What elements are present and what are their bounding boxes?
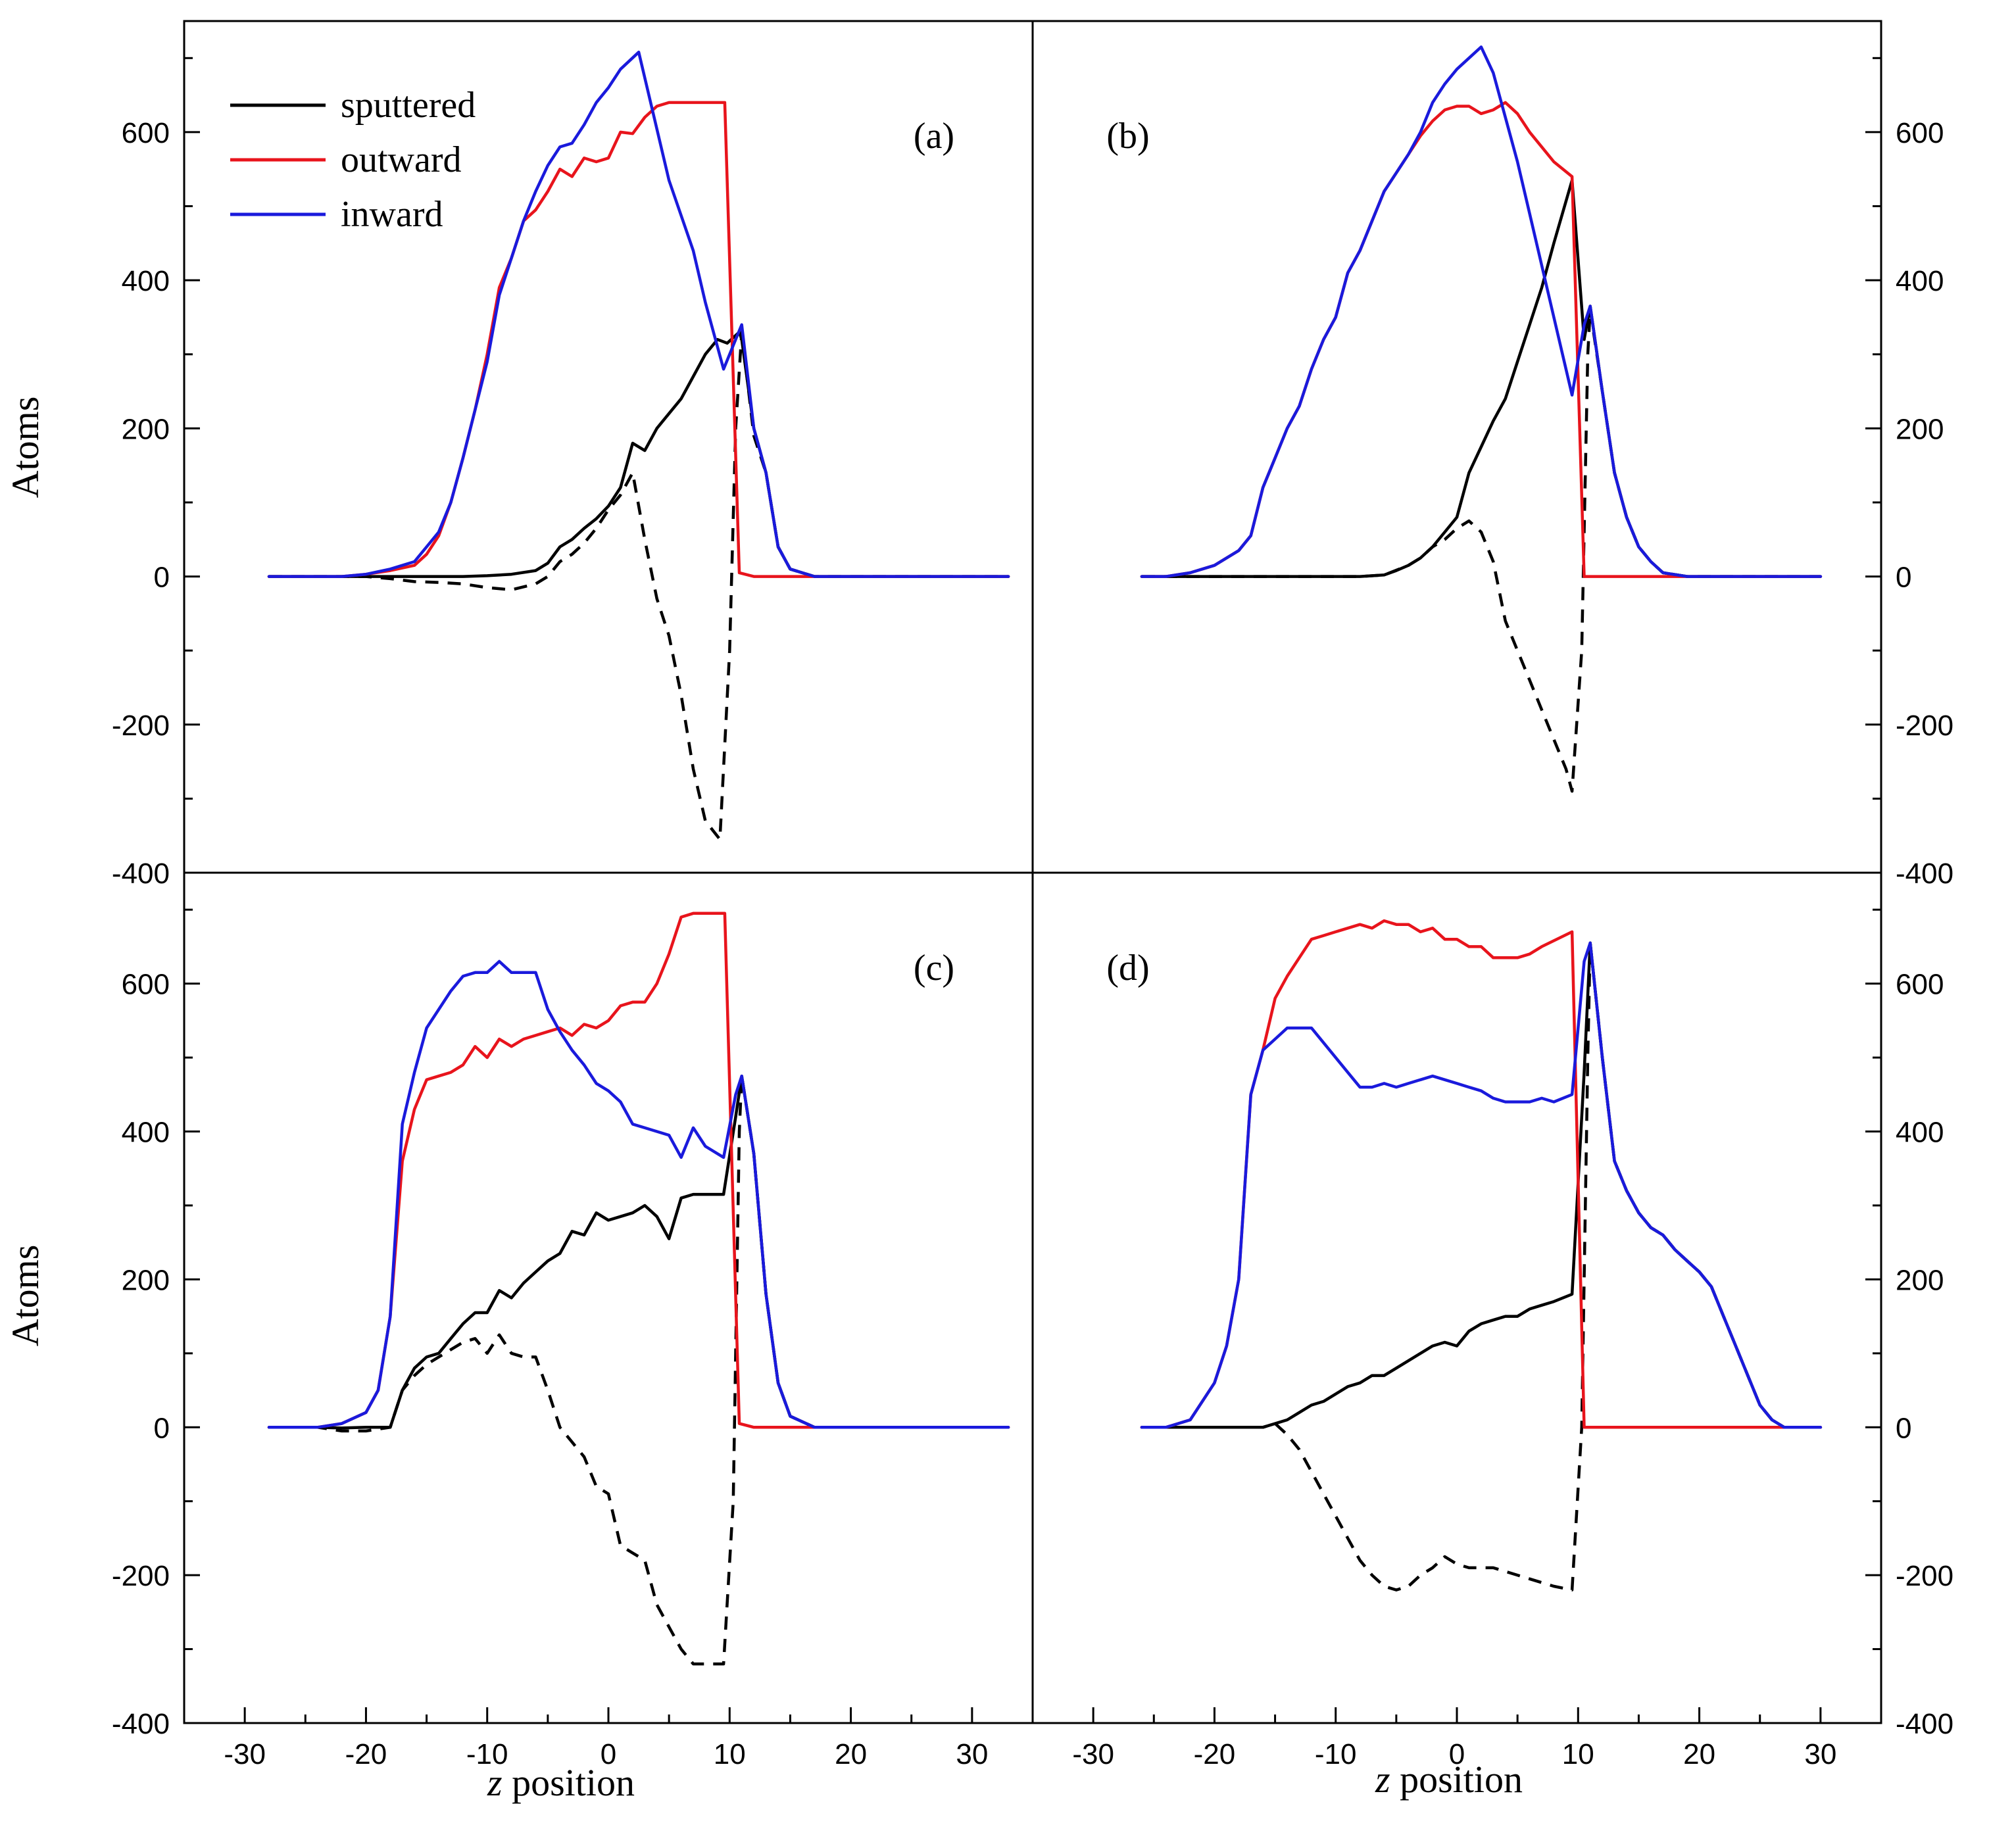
panel-label: (c) [914,948,954,988]
x-axis-title-rest: position [1390,1758,1523,1801]
series-line-inward [267,51,1010,578]
x-tick-label: -10 [466,1738,508,1770]
y-tick-label: 0 [154,562,170,594]
y-tick-label: 0 [1896,562,1911,594]
x-tick-label: 10 [1562,1738,1594,1770]
y-tick-label: 400 [122,265,170,297]
y-tick-label: 200 [1896,1264,1944,1296]
y-tick-label: 200 [122,1264,170,1296]
y-tick-label: 0 [154,1412,170,1444]
y-axis-title-top: Atoms [4,397,47,498]
series-line-inward [267,960,1010,1429]
y-tick-label: -400 [112,858,170,890]
y-tick-label: -400 [1896,858,1953,890]
legend-label-outward: outward [341,139,462,180]
series-line-sputtered [267,1074,1010,1430]
data-series [267,45,1823,1666]
series-line-net [269,330,1009,841]
x-tick-label: -10 [1315,1738,1357,1770]
x-axis-title-right: z position [1375,1758,1523,1801]
y-tick-label: -200 [1896,710,1953,742]
series-line-outward [267,912,1010,1429]
x-axis-title-rest: position [503,1761,635,1804]
x-tick-label: 10 [714,1738,746,1770]
x-tick-label: -30 [224,1738,266,1770]
x-axis-title-left: z position [487,1761,635,1804]
series-line-outward [1140,919,1823,1429]
series-line-inward [1140,45,1823,578]
legend: sputtered outward inward [230,85,476,235]
y-tick-label: 400 [1896,1117,1944,1149]
series-line-net [269,1074,1009,1666]
axis-labels: -400-2000200400600-400-2000200400600-400… [112,116,1953,1770]
series-line-net [1141,308,1821,793]
axis-ticks [183,57,1882,1724]
x-axis-title-italic: z [487,1761,503,1804]
y-tick-label: -400 [112,1708,170,1740]
y-tick-label: 600 [1896,969,1944,1001]
legend-label-sputtered: sputtered [341,85,476,126]
y-tick-label: 0 [1896,1412,1911,1444]
series-line-sputtered [1140,178,1823,578]
series-line-outward [267,101,1010,578]
y-tick-label: -200 [112,710,170,742]
x-tick-label: 0 [601,1738,616,1770]
x-tick-label: -20 [345,1738,387,1770]
y-tick-label: 200 [122,413,170,445]
y-tick-label: -200 [112,1560,170,1592]
y-tick-label: 200 [1896,413,1944,445]
panel-label: (b) [1106,116,1149,157]
series-line-inward [1140,941,1823,1429]
series-line-outward [1140,101,1823,578]
y-tick-label: 600 [122,117,170,149]
panel-label: (a) [914,116,954,157]
legend-label-inward: inward [341,194,443,235]
x-tick-label: 30 [1804,1738,1836,1770]
y-tick-label: -200 [1896,1560,1953,1592]
x-tick-label: 20 [835,1738,867,1770]
x-axis-title-italic: z [1375,1758,1390,1801]
y-tick-label: 600 [122,969,170,1001]
y-tick-label: 400 [1896,265,1944,297]
x-tick-label: 30 [956,1738,988,1770]
x-tick-label: -20 [1194,1738,1236,1770]
x-tick-label: 0 [1449,1738,1465,1770]
series-line-net [1141,941,1821,1592]
x-tick-label: 20 [1683,1738,1715,1770]
series-line-sputtered [267,330,1010,578]
panel-label: (d) [1106,948,1149,988]
x-tick-label: -30 [1072,1738,1114,1770]
plot-frames [183,20,1882,1724]
y-axis-title-bottom: Atoms [4,1245,47,1347]
y-tick-label: -400 [1896,1708,1953,1740]
y-tick-label: 400 [122,1117,170,1149]
y-tick-label: 600 [1896,117,1944,149]
